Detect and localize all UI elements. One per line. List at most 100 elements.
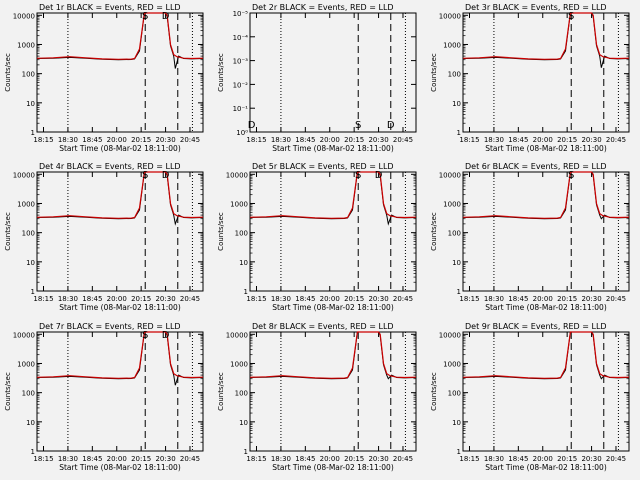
start-marker: S (142, 330, 148, 341)
y-tick-label: 1000 (443, 41, 461, 49)
panel-det-3: Det 3r BLACK = Events, RED = LLD 1 10 100 10… (430, 3, 630, 153)
x-tick-label: 18:30 (271, 455, 291, 463)
x-tick-label: 18:15 (459, 136, 479, 144)
panel-det-6: Det 6r BLACK = Events, RED = LLD 1 10 100 10… (430, 162, 630, 312)
x-tick-label: 20:00 (533, 136, 553, 144)
x-tick-label: 20:15 (557, 295, 577, 303)
x-axis-label: Start Time (08-Mar-02 18:11:00) (485, 144, 607, 153)
start-marker: S (568, 170, 574, 181)
x-tick-label: 18:30 (58, 295, 78, 303)
x-tick-label: 18:30 (484, 136, 504, 144)
x-tick-label: 18:45 (295, 455, 315, 463)
y-tick-label: 10000 (13, 12, 35, 20)
y-tick-label: 10000 (439, 12, 461, 20)
x-tick-label: 20:30 (155, 295, 175, 303)
x-tick-label: 20:30 (368, 136, 388, 144)
y-tick-label: 100 (22, 390, 35, 398)
y-tick-label: 10⁻⁴ (233, 34, 249, 42)
y-axis-label: Counts/sec (217, 212, 225, 251)
x-axis-label: Start Time (08-Mar-02 18:11:00) (272, 144, 394, 153)
x-tick-label: 18:15 (33, 136, 53, 144)
x-axis-label: Start Time (08-Mar-02 18:11:00) (272, 463, 394, 472)
panel-title: Det 7r BLACK = Events, RED = LLD (39, 322, 181, 331)
series-lld (36, 171, 204, 219)
y-tick-label: 1 (31, 129, 35, 137)
x-tick-label: 18:45 (82, 455, 102, 463)
y-tick-label: 1 (457, 129, 461, 137)
y-tick-label: 1 (457, 448, 461, 456)
y-tick-label: 1000 (17, 41, 35, 49)
x-tick-label: 20:45 (180, 136, 200, 144)
end-marker: D (162, 330, 170, 341)
start-marker: S (142, 170, 148, 181)
y-tick-label: 10⁻⁵ (233, 10, 249, 18)
x-tick-label: 18:15 (246, 136, 266, 144)
panel-title: Det 1r BLACK = Events, RED = LLD (39, 3, 181, 12)
x-tick-label: 20:45 (606, 455, 626, 463)
x-tick-label: 20:15 (131, 295, 151, 303)
y-tick-label: 100 (22, 71, 35, 79)
end-marker: D (248, 120, 256, 131)
x-tick-label: 20:15 (131, 455, 151, 463)
series-lld (462, 331, 630, 379)
x-axis-label: Start Time (08-Mar-02 18:11:00) (272, 303, 394, 312)
x-tick-label: 20:15 (344, 455, 364, 463)
x-tick-label: 20:00 (533, 455, 553, 463)
x-tick-label: 20:00 (533, 295, 553, 303)
plot-frame (249, 331, 417, 452)
panel-det-4: Det 4r BLACK = Events, RED = LLD 1 10 100 10… (4, 162, 204, 312)
x-tick-label: 18:15 (33, 295, 53, 303)
x-tick-label: 18:45 (295, 295, 315, 303)
y-axis-label: Counts/sec (217, 53, 225, 92)
x-tick-label: 18:30 (58, 455, 78, 463)
plot-frame (249, 171, 417, 292)
y-axis-label: Counts/sec (4, 53, 12, 92)
x-tick-label: 20:30 (581, 295, 601, 303)
plot-frame (462, 171, 630, 292)
x-tick-label: 18:15 (33, 455, 53, 463)
x-tick-label: 20:00 (320, 295, 340, 303)
x-tick-label: 18:30 (58, 136, 78, 144)
y-tick-label: 100 (448, 230, 461, 238)
y-tick-label: 10 (239, 259, 248, 267)
y-tick-label: 10 (239, 419, 248, 427)
panel-title: Det 2r BLACK = Events, RED = LLD (252, 3, 394, 12)
y-axis-label: Counts/sec (4, 212, 12, 251)
panel-det-9: Det 9r BLACK = Events, RED = LLD 1 10 100 10… (430, 322, 630, 472)
y-axis-label: Counts/sec (430, 53, 438, 92)
start-marker: S (355, 170, 361, 181)
y-tick-label: 10 (452, 100, 461, 108)
panel-title: Det 9r BLACK = Events, RED = LLD (465, 322, 607, 331)
y-tick-label: 100 (235, 390, 248, 398)
y-tick-label: 10 (26, 259, 35, 267)
y-axis-label: Counts/sec (430, 212, 438, 251)
y-tick-label: 10⁻¹ (233, 105, 249, 113)
x-axis-label: Start Time (08-Mar-02 18:11:00) (59, 144, 181, 153)
x-tick-label: 20:45 (393, 136, 413, 144)
x-tick-label: 20:45 (606, 295, 626, 303)
x-tick-label: 18:15 (246, 295, 266, 303)
x-tick-label: 20:15 (131, 136, 151, 144)
y-tick-label: 1 (244, 288, 248, 296)
y-tick-label: 1000 (17, 200, 35, 208)
x-tick-label: 20:45 (180, 455, 200, 463)
y-tick-label: 100 (448, 390, 461, 398)
x-tick-label: 18:15 (459, 455, 479, 463)
x-tick-label: 20:45 (393, 455, 413, 463)
x-tick-label: 20:30 (581, 136, 601, 144)
x-axis-label: Start Time (08-Mar-02 18:11:00) (485, 463, 607, 472)
x-tick-label: 20:30 (155, 455, 175, 463)
panel-title: Det 4r BLACK = Events, RED = LLD (39, 162, 181, 171)
plot-frame (36, 12, 204, 133)
x-tick-label: 20:45 (393, 295, 413, 303)
y-tick-label: 10000 (226, 331, 248, 339)
x-tick-label: 20:45 (606, 136, 626, 144)
y-tick-label: 10000 (226, 171, 248, 179)
panel-det-1: Det 1r BLACK = Events, RED = LLD 1 10 100 10… (4, 3, 204, 153)
x-tick-label: 20:00 (320, 455, 340, 463)
x-tick-label: 20:00 (107, 455, 127, 463)
y-tick-label: 1 (31, 448, 35, 456)
series-lld (36, 12, 204, 60)
y-axis-label: Counts/sec (4, 372, 12, 411)
y-tick-label: 10 (26, 100, 35, 108)
